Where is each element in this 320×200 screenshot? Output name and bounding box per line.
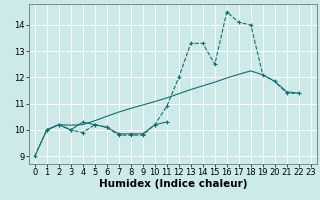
X-axis label: Humidex (Indice chaleur): Humidex (Indice chaleur) bbox=[99, 179, 247, 189]
